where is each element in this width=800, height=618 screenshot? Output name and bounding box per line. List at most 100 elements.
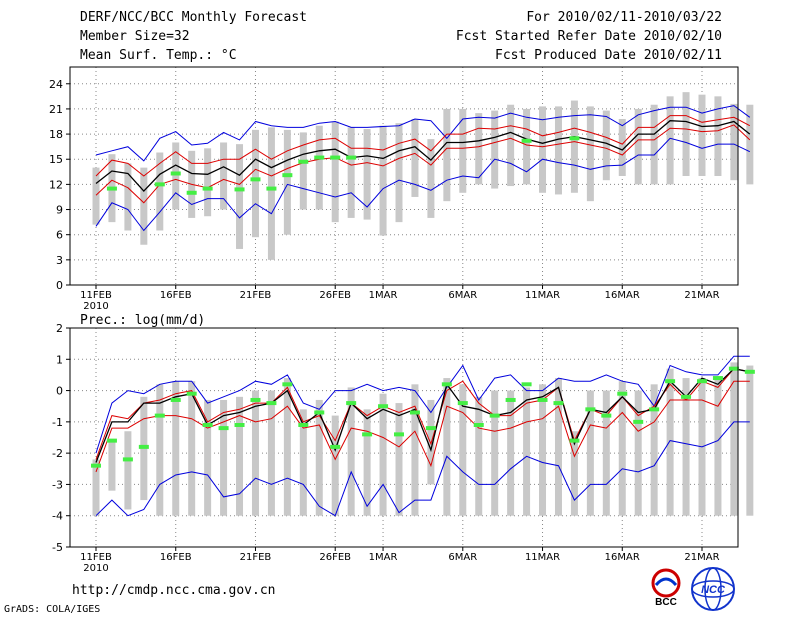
- footer-url[interactable]: http://cmdp.ncc.cma.gov.cn: [72, 583, 276, 598]
- ensemble-range-bar: [299, 409, 307, 516]
- observation-marker: [505, 397, 516, 402]
- x-year-label: 2010: [83, 563, 108, 574]
- ensemble-range-bar: [267, 390, 275, 516]
- plot-frame: [69, 327, 739, 548]
- observation-marker: [266, 186, 277, 191]
- ensemble-range-bar: [411, 118, 419, 197]
- ensemble-range-bar: [491, 110, 499, 189]
- observation-marker: [681, 394, 692, 399]
- ncc-logo-text: NCC: [701, 584, 726, 596]
- observation-marker: [170, 171, 181, 176]
- ensemble-range-bar: [140, 167, 148, 245]
- ensemble-range-bar: [236, 144, 244, 249]
- ensemble-range-bar: [363, 409, 371, 516]
- observation-marker: [633, 419, 644, 424]
- ensemble-range-bar: [554, 378, 562, 516]
- series-mean-line: [95, 367, 750, 463]
- y-tick-label: -2: [52, 447, 63, 460]
- observation-marker: [744, 369, 755, 374]
- grads-credit: GrADS: COLA/IGES: [4, 604, 101, 615]
- ensemble-range-bar: [602, 110, 610, 181]
- y-tick-label: -5: [52, 541, 63, 554]
- title-left-3: Mean Surf. Temp.: °C: [80, 48, 237, 63]
- ensemble-range-bar: [459, 384, 467, 516]
- ensemble-range-bar: [746, 104, 754, 185]
- observation-marker: [298, 159, 309, 164]
- observation-marker: [346, 155, 357, 160]
- x-tick-label: 21MAR: [684, 552, 719, 563]
- observation-marker: [170, 397, 181, 402]
- ensemble-range-bar: [539, 384, 547, 516]
- ensemble-range-bar: [379, 393, 387, 516]
- series-min-line: [95, 421, 750, 517]
- ensemble-range-bar: [459, 108, 467, 193]
- y-tick-label: 2: [56, 322, 63, 335]
- ensemble-range-bar: [586, 106, 594, 202]
- observation-marker: [521, 382, 532, 387]
- observation-marker: [569, 136, 580, 141]
- ensemble-range-bar: [236, 396, 244, 516]
- ensemble-range-bar: [347, 387, 355, 516]
- observation-marker: [330, 155, 341, 160]
- ensemble-range-bar: [124, 163, 132, 231]
- observation-marker: [138, 444, 149, 449]
- observation-marker: [154, 413, 165, 418]
- observation-marker: [521, 138, 532, 143]
- ensemble-range-bar: [299, 132, 307, 210]
- ensemble-range-bar: [251, 390, 259, 516]
- ensemble-range-bar: [395, 403, 403, 516]
- ensemble-range-bar: [714, 96, 722, 176]
- observation-marker: [106, 186, 117, 191]
- observation-marker: [186, 391, 197, 396]
- x-tick-label: 16FEB: [160, 290, 192, 301]
- observation-marker: [330, 444, 341, 449]
- ensemble-range-bar: [650, 104, 658, 185]
- ensemble-range-bar: [204, 399, 212, 516]
- ensemble-range-bar: [570, 431, 578, 516]
- title-right-3: Fcst Produced Date 2010/02/11: [495, 48, 722, 63]
- y-tick-label: -3: [52, 478, 63, 491]
- ensemble-range-bar: [730, 362, 738, 516]
- observation-marker: [649, 407, 660, 412]
- ensemble-range-bar: [220, 399, 228, 516]
- x-tick-label: 1MAR: [369, 552, 398, 563]
- ensemble-range-bar: [427, 139, 435, 218]
- y-tick-label: 6: [56, 229, 63, 242]
- observation-marker: [234, 422, 245, 427]
- ensemble-range-bar: [730, 103, 738, 181]
- ensemble-range-bar: [634, 108, 642, 185]
- observation-marker: [202, 186, 213, 191]
- ensemble-range-bar: [475, 113, 483, 185]
- ensemble-range-bar: [618, 118, 626, 176]
- ensemble-range-bar: [491, 390, 499, 516]
- ensemble-range-bar: [156, 152, 164, 231]
- observation-marker: [122, 457, 133, 462]
- y-tick-label: 21: [49, 103, 63, 116]
- x-tick-label: 26FEB: [319, 290, 351, 301]
- x-year-label: 2010: [83, 301, 108, 312]
- observation-marker: [234, 187, 245, 192]
- ensemble-range-bar: [108, 440, 116, 491]
- ensemble-range-bar: [634, 390, 642, 516]
- x-tick-label: 11MAR: [525, 552, 560, 563]
- x-tick-label: 21MAR: [684, 290, 719, 301]
- ensemble-range-bar: [204, 148, 212, 217]
- ensemble-range-bar: [363, 129, 371, 220]
- ensemble-range-bar: [666, 96, 674, 185]
- observation-marker: [250, 397, 261, 402]
- ensemble-range-bar: [188, 381, 196, 516]
- y-tick-label: 12: [49, 178, 63, 191]
- ensemble-range-bar: [523, 387, 531, 516]
- y-tick-label: 24: [49, 78, 63, 91]
- ensemble-range-bar: [220, 142, 228, 210]
- observation-marker: [665, 379, 676, 384]
- ensemble-range-bar: [539, 106, 547, 193]
- observation-marker: [394, 432, 404, 437]
- x-tick-label: 16FEB: [160, 552, 192, 563]
- y-tick-label: 1: [56, 353, 63, 366]
- title-left-1: DERF/NCC/BCC Monthly Forecast: [80, 10, 307, 25]
- observation-marker: [569, 438, 580, 443]
- ensemble-range-bar: [586, 390, 594, 516]
- x-tick-label: 11MAR: [525, 290, 560, 301]
- ensemble-range-bar: [172, 142, 180, 210]
